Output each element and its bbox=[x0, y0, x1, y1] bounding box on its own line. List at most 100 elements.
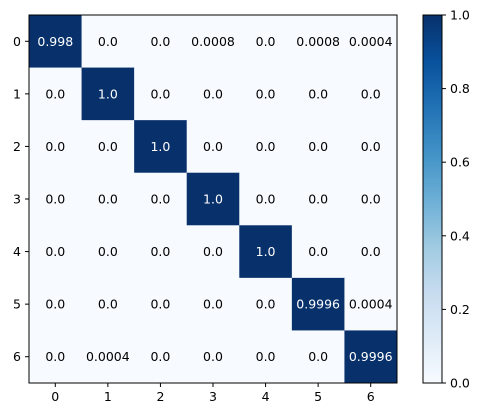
heatmap-cell-4-1 bbox=[81, 225, 135, 279]
heatmap-cell-5-4 bbox=[239, 277, 293, 331]
heatmap-cell-2-0 bbox=[29, 120, 83, 174]
cell-label-5-2: 0.0 bbox=[150, 297, 170, 312]
heatmap-cell-2-2 bbox=[134, 120, 188, 174]
heatmap-cell-6-3 bbox=[186, 330, 240, 384]
y-tick-label-3: 3 bbox=[13, 192, 21, 207]
heatmap-cell-0-0 bbox=[29, 15, 83, 69]
heatmap-cell-2-6 bbox=[344, 120, 398, 174]
cell-label-2-5: 0.0 bbox=[308, 139, 328, 154]
heatmap-cell-6-5 bbox=[291, 330, 345, 384]
heatmap-cell-1-1 bbox=[81, 67, 135, 121]
cell-label-4-4: 1.0 bbox=[256, 244, 276, 259]
cell-label-1-3: 0.0 bbox=[203, 86, 223, 101]
x-tick-label-4: 4 bbox=[262, 389, 270, 404]
cell-label-2-3: 0.0 bbox=[203, 139, 223, 154]
x-tick-label-0: 0 bbox=[51, 389, 59, 404]
heatmap-cell-4-4 bbox=[239, 225, 293, 279]
cell-label-6-4: 0.0 bbox=[256, 349, 276, 364]
heatmap-cell-1-4 bbox=[239, 67, 293, 121]
heatmap-cell-1-2 bbox=[134, 67, 188, 121]
cell-label-6-0: 0.0 bbox=[45, 349, 65, 364]
heatmap-cell-6-4 bbox=[239, 330, 293, 384]
cell-label-5-4: 0.0 bbox=[256, 297, 276, 312]
y-axis: 0 1 2 3 4 5 6 bbox=[13, 34, 29, 364]
heatmap-cells bbox=[29, 15, 398, 384]
cell-label-3-4: 0.0 bbox=[256, 192, 276, 207]
y-tick-label-0: 0 bbox=[13, 34, 21, 49]
cell-label-5-6: 0.0004 bbox=[349, 297, 393, 312]
cell-label-6-3: 0.0 bbox=[203, 349, 223, 364]
cell-label-4-0: 0.0 bbox=[45, 244, 65, 259]
y-tick-label-6: 6 bbox=[13, 349, 21, 364]
heatmap-cell-3-5 bbox=[291, 172, 345, 226]
heatmap-cell-5-6 bbox=[344, 277, 398, 331]
cell-label-1-1: 1.0 bbox=[98, 86, 118, 101]
cell-label-3-0: 0.0 bbox=[45, 192, 65, 207]
heatmap-cell-0-5 bbox=[291, 15, 345, 69]
x-tick-label-1: 1 bbox=[104, 389, 112, 404]
cell-label-1-6: 0.0 bbox=[361, 86, 381, 101]
heatmap-cell-0-4 bbox=[239, 15, 293, 69]
cell-label-0-4: 0.0 bbox=[256, 34, 276, 49]
heatmap-cell-0-3 bbox=[186, 15, 240, 69]
cell-label-0-5: 0.0008 bbox=[296, 34, 340, 49]
cell-label-3-6: 0.0 bbox=[361, 192, 381, 207]
heatmap-cell-0-2 bbox=[134, 15, 188, 69]
colorbar-tick-label-1: 0.2 bbox=[450, 302, 470, 317]
cell-label-4-1: 0.0 bbox=[98, 244, 118, 259]
x-axis: 0 1 2 3 4 5 6 bbox=[51, 383, 375, 404]
x-tick-label-6: 6 bbox=[367, 389, 375, 404]
cell-label-0-2: 0.0 bbox=[150, 34, 170, 49]
colorbar-tick-label-3: 0.6 bbox=[450, 155, 470, 170]
cell-label-2-1: 0.0 bbox=[98, 139, 118, 154]
cell-label-0-3: 0.0008 bbox=[191, 34, 235, 49]
heatmap-cell-6-0 bbox=[29, 330, 83, 384]
heatmap-cell-1-3 bbox=[186, 67, 240, 121]
heatmap-cell-labels: 0.998 0.0 0.0 0.0008 0.0 0.0008 0.0004 0.0 1.0 0.… bbox=[37, 34, 392, 364]
cell-label-3-5: 0.0 bbox=[308, 192, 328, 207]
x-tick-label-5: 5 bbox=[314, 389, 322, 404]
heatmap-cell-3-4 bbox=[239, 172, 293, 226]
heatmap-cell-1-5 bbox=[291, 67, 345, 121]
cell-label-0-0: 0.998 bbox=[37, 34, 73, 49]
colorbar-tick-label-2: 0.4 bbox=[450, 228, 470, 243]
x-tick-label-3: 3 bbox=[209, 389, 217, 404]
heatmap-cell-3-6 bbox=[344, 172, 398, 226]
cell-label-6-1: 0.0004 bbox=[86, 349, 130, 364]
heatmap-cell-4-5 bbox=[291, 225, 345, 279]
cell-label-6-5: 0.0 bbox=[308, 349, 328, 364]
heatmap-cell-2-3 bbox=[186, 120, 240, 174]
heatmap-cell-3-0 bbox=[29, 172, 83, 226]
heatmap-cell-4-2 bbox=[134, 225, 188, 279]
cell-label-4-2: 0.0 bbox=[150, 244, 170, 259]
heatmap-cell-3-3 bbox=[186, 172, 240, 226]
colorbar-tick-label-5: 1.0 bbox=[450, 8, 470, 23]
cell-label-2-2: 1.0 bbox=[150, 139, 170, 154]
heatmap-cell-5-0 bbox=[29, 277, 83, 331]
heatmap-cell-3-2 bbox=[134, 172, 188, 226]
heatmap-cell-6-1 bbox=[81, 330, 135, 384]
cell-label-0-1: 0.0 bbox=[98, 34, 118, 49]
colorbar-tick-label-0: 0.0 bbox=[450, 376, 470, 391]
cell-label-2-0: 0.0 bbox=[45, 139, 65, 154]
x-tick-label-2: 2 bbox=[156, 389, 164, 404]
heatmap-cell-2-5 bbox=[291, 120, 345, 174]
cell-label-5-0: 0.0 bbox=[45, 297, 65, 312]
cell-label-5-1: 0.0 bbox=[98, 297, 118, 312]
cell-label-6-6: 0.9996 bbox=[349, 349, 393, 364]
heatmap-cell-1-6 bbox=[344, 67, 398, 121]
heatmap-cell-0-1 bbox=[81, 15, 135, 69]
heatmap-cell-5-2 bbox=[134, 277, 188, 331]
cell-label-3-1: 0.0 bbox=[98, 192, 118, 207]
cell-label-1-4: 0.0 bbox=[256, 86, 276, 101]
cell-label-0-6: 0.0004 bbox=[349, 34, 393, 49]
cell-label-1-0: 0.0 bbox=[45, 86, 65, 101]
colorbar-axis: 0.0 0.2 0.4 0.6 0.8 1.0 bbox=[442, 8, 470, 391]
cell-label-3-3: 1.0 bbox=[203, 192, 223, 207]
cell-label-6-2: 0.0 bbox=[150, 349, 170, 364]
heatmap-cell-6-2 bbox=[134, 330, 188, 384]
colorbar-tick-label-4: 0.8 bbox=[450, 81, 470, 96]
heatmap-cell-5-3 bbox=[186, 277, 240, 331]
heatmap-cell-5-5 bbox=[291, 277, 345, 331]
